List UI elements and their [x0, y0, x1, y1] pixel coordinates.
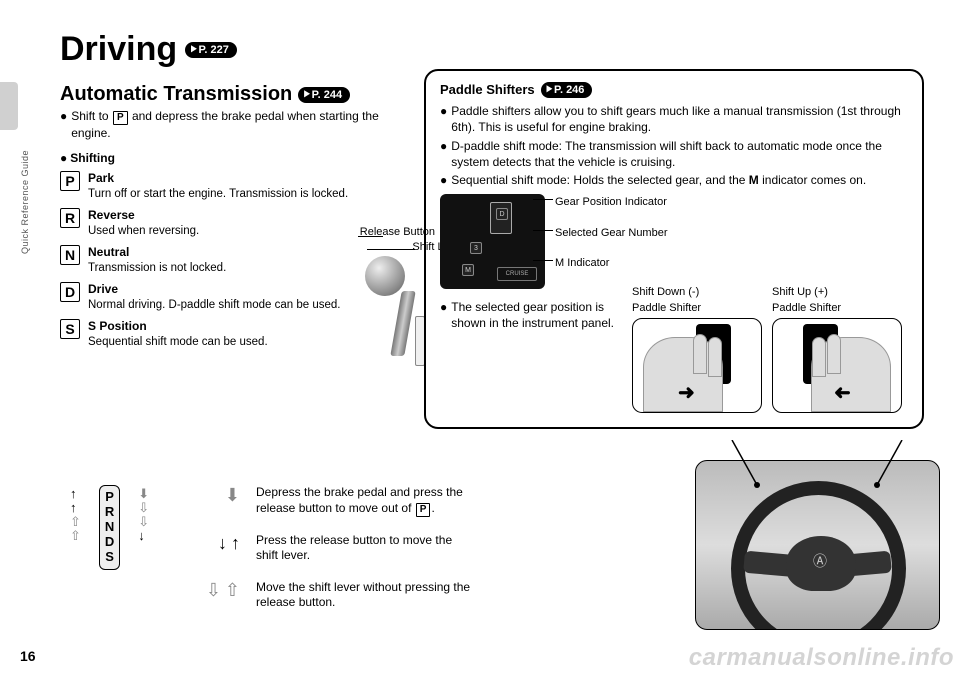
- paddle-shifters-box: Paddle Shifters P. 246 ●Paddle shifters …: [424, 69, 924, 429]
- wheel-logo-icon: Ⓐ: [813, 551, 827, 571]
- paddle-page-ref: P. 246: [541, 82, 593, 98]
- subsection-title: Automatic Transmission P. 244: [60, 83, 410, 106]
- shift-up-sub: Paddle Shifter: [772, 302, 841, 314]
- gear-item-neutral: N Neutral Transmission is not locked.: [60, 245, 410, 276]
- gear-desc: Sequential shift mode can be used.: [88, 336, 268, 348]
- steering-wheel-illustration: Ⓐ: [695, 460, 940, 630]
- gear-title: Park: [88, 171, 114, 185]
- gear-desc: Used when reversing.: [88, 225, 199, 237]
- gear-title: Reverse: [88, 208, 135, 222]
- selected-gear-label: Selected Gear Number: [555, 227, 668, 239]
- intro-pre: Shift to: [71, 109, 112, 123]
- gear-box: P: [60, 171, 80, 191]
- gear-desc: Normal driving. D-paddle shift mode can …: [88, 299, 341, 311]
- watermark: carmanualsonline.info: [689, 644, 954, 672]
- legend-3: Move the shift lever without pressing th…: [256, 580, 476, 611]
- title-text: Driving: [60, 30, 177, 69]
- paddle-bullet-2: D-paddle shift mode: The transmission wi…: [451, 138, 908, 170]
- instrument-cluster-illustration: D 3 M CRUISE: [440, 194, 545, 289]
- subsection-text: Automatic Transmission: [60, 83, 292, 106]
- paddle-title: Paddle Shifters: [440, 81, 535, 99]
- shift-indicator-diagram: ↑↑⇧⇧ P R N D S ⬇⇩⇩↓: [70, 485, 149, 570]
- gear-box: S: [60, 319, 80, 339]
- gear-box: N: [60, 245, 80, 265]
- shift-up-illustration: ➜: [772, 318, 902, 413]
- page-title: Driving P. 227: [60, 30, 940, 69]
- intro-bullet: ● Shift to P and depress the brake pedal…: [60, 108, 410, 141]
- gear-desc: Transmission is not locked.: [88, 262, 226, 274]
- gear-title: S Position: [88, 319, 147, 333]
- shifting-heading: ● Shifting: [60, 151, 410, 165]
- gear-box: D: [60, 282, 80, 302]
- shift-legend: ⬇ Depress the brake pedal and press the …: [200, 485, 476, 627]
- m-indicator-label: M Indicator: [555, 257, 609, 269]
- paddle-bullet-1: Paddle shifters allow you to shift gears…: [451, 103, 908, 135]
- side-tab: [0, 82, 18, 130]
- gear-item-s: S S Position Sequential shift mode can be…: [60, 319, 410, 350]
- gear-key-p-inline: P: [113, 111, 128, 125]
- paddle-bullet-3: Sequential shift mode: Holds the selecte…: [451, 172, 866, 188]
- shift-down-sub: Paddle Shifter: [632, 302, 701, 314]
- page-number: 16: [20, 648, 36, 664]
- title-page-ref: P. 227: [185, 42, 237, 58]
- subsection-page-ref: P. 244: [298, 87, 350, 103]
- shift-down-illustration: ➜: [632, 318, 762, 413]
- gear-position-indicator-label: Gear Position Indicator: [555, 196, 667, 208]
- shift-up-title: Shift Up (+): [772, 286, 828, 298]
- gear-item-park: P Park Turn off or start the engine. Tran…: [60, 171, 410, 202]
- legend-2: Press the release button to move the shi…: [256, 533, 476, 564]
- gear-title: Drive: [88, 282, 118, 296]
- shift-down-title: Shift Down (-): [632, 286, 699, 298]
- gear-desc: Turn off or start the engine. Transmissi…: [88, 188, 348, 200]
- shifting-label: Shifting: [70, 151, 115, 165]
- gear-list: P Park Turn off or start the engine. Tran…: [60, 171, 410, 349]
- gear-item-drive: D Drive Normal driving. D-paddle shift mo…: [60, 282, 410, 313]
- legend-1-post: .: [431, 501, 434, 515]
- gear-box: R: [60, 208, 80, 228]
- gear-item-reverse: R Reverse Used when reversing.: [60, 208, 410, 239]
- legend-1-key: P: [416, 503, 431, 517]
- gear-title: Neutral: [88, 245, 129, 259]
- side-label: Quick Reference Guide: [20, 150, 30, 254]
- selected-gear-note: The selected gear position is shown in t…: [451, 299, 620, 331]
- prnds-box: P R N D S: [99, 485, 120, 570]
- cluster-labels: Gear Position Indicator Selected Gear Nu…: [555, 194, 908, 286]
